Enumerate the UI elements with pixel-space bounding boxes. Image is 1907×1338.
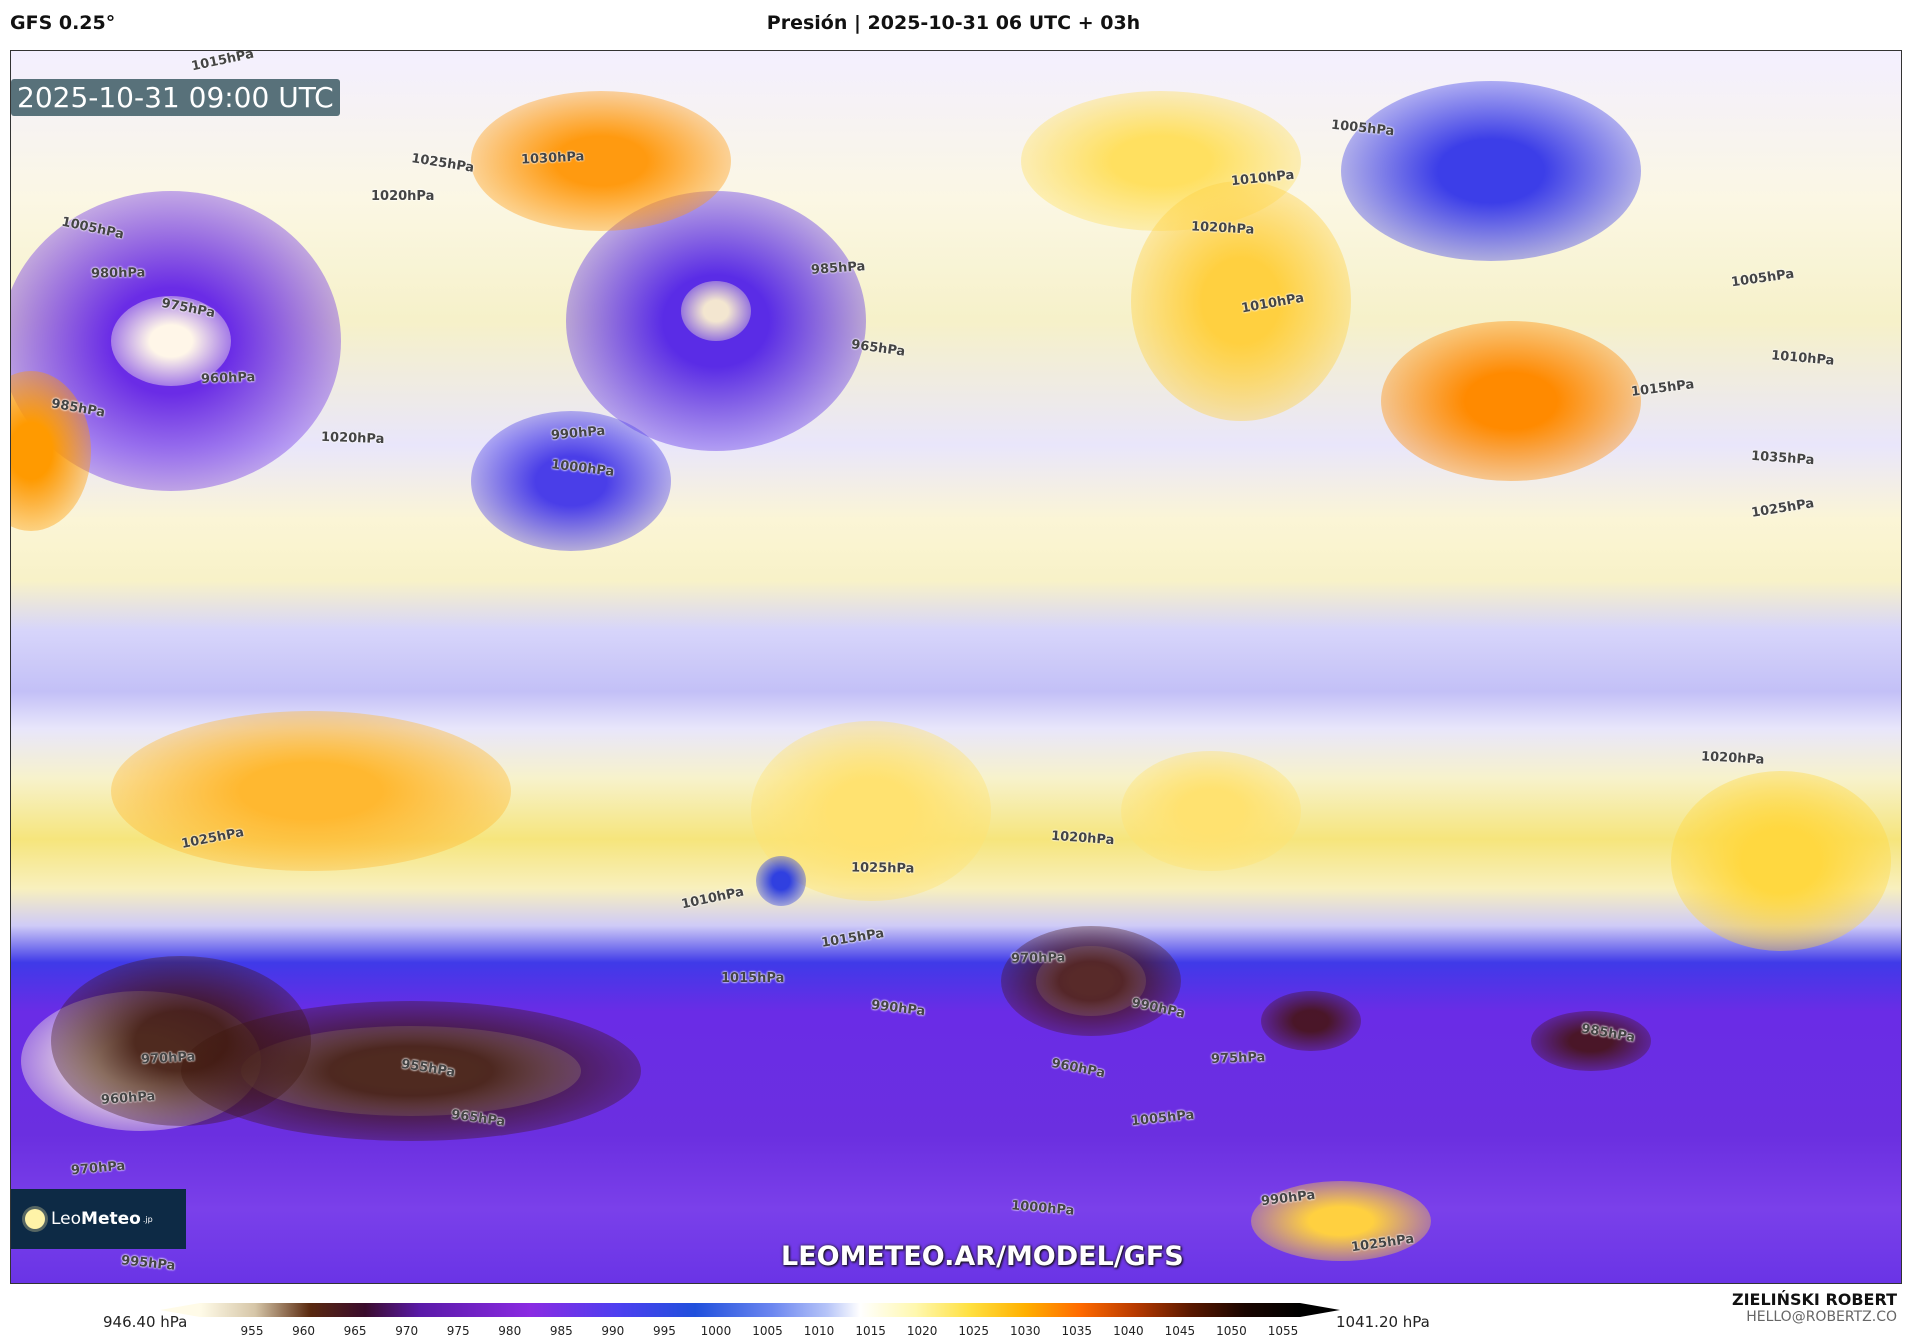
pressure-cell (1131, 181, 1351, 421)
colorbar-tick: 1020 (906, 1324, 938, 1338)
isobar-label: 980hPa (90, 265, 146, 282)
isobar-label: 970hPa (140, 1049, 196, 1068)
pressure-cell (1261, 991, 1361, 1051)
pressure-cell (1671, 771, 1891, 951)
isobar-label: 990hPa (870, 997, 927, 1020)
logo-text-light: Leo (51, 1209, 82, 1229)
sun-icon (25, 1209, 45, 1229)
model-name: GFS 0.25° (10, 12, 116, 34)
colorbar-tick: 975 (446, 1324, 470, 1338)
colorbar-tick: 1035 (1061, 1324, 1093, 1338)
colorbar-tick: 1010 (803, 1324, 835, 1338)
pressure-cell (111, 296, 231, 386)
isobar-label: 985hPa (810, 259, 866, 278)
colorbar (160, 1303, 1340, 1317)
colorbar-min: 946.40 hPa (103, 1313, 188, 1331)
pressure-cell (1381, 321, 1641, 481)
pressure-cell (111, 711, 511, 871)
colorbar-tick: 1050 (1216, 1324, 1247, 1338)
logo-text-bold: Meteo (81, 1209, 141, 1229)
isobar-label: 975hPa (1210, 1050, 1266, 1067)
isobar-label: 1035hPa (1750, 448, 1815, 469)
isobar-label: 1020hPa (320, 429, 385, 448)
colorbar-tick: 980 (498, 1324, 522, 1338)
pressure-cell (1251, 1181, 1431, 1261)
isobar-label: 1025hPa (850, 860, 915, 877)
pressure-map[interactable]: 1015hPa 1020hPa 1005hPa 980hPa 975hPa 960hPa 9… (10, 50, 1902, 1284)
colorbar-tick: 960 (292, 1324, 315, 1338)
isobar-label: 1010hPa (1770, 348, 1835, 369)
isobar-label: 970hPa (1010, 950, 1066, 967)
pressure-cell (471, 91, 731, 231)
isobar-label: 1015hPa (1630, 377, 1696, 400)
author-email[interactable]: HELLO@ROBERTZ.CO (1746, 1309, 1897, 1325)
isobar-label: 1025hPa (410, 151, 476, 176)
leometeo-logo[interactable]: Leo Meteo .jp (11, 1189, 186, 1249)
isobar-label: 995hPa (120, 1253, 176, 1274)
pressure-cell (1531, 1011, 1651, 1071)
colorbar-tick: 965 (343, 1324, 367, 1338)
isobar-label: 970hPa (70, 1158, 126, 1179)
pressure-cell (1121, 751, 1301, 871)
colorbar-tick: 1025 (958, 1324, 989, 1338)
isobar-label: 1025hPa (1750, 496, 1816, 521)
colorbar-tick: 990 (601, 1324, 625, 1338)
isobar-label: 1020hPa (371, 189, 435, 204)
isobar-label: 1015hPa (721, 971, 785, 986)
colorbar-tick: 1055 (1267, 1324, 1299, 1338)
pressure-cell (471, 411, 671, 551)
isobar-label: 1005hPa (1730, 266, 1796, 291)
pressure-cell (681, 281, 751, 341)
colorbar-tick: 1040 (1113, 1324, 1144, 1338)
isobar-label: 1005hPa (1130, 1107, 1196, 1130)
pressure-cell (181, 1001, 641, 1141)
isobar-label: 1020hPa (1700, 749, 1765, 768)
colorbar-tick: 1015 (855, 1324, 886, 1338)
watermark-url: LEOMETEO.AR/MODEL/GFS (781, 1241, 1184, 1272)
colorbar-tick: 1000 (700, 1324, 732, 1338)
isobar-label: 1010hPa (680, 884, 746, 913)
author-block: ZIELIŃSKI ROBERT HELLO@ROBERTZ.CO (1732, 1290, 1897, 1325)
colorbar-tick: 995 (652, 1324, 676, 1338)
isobar-label: 1000hPa (1010, 1198, 1075, 1219)
author-name: ZIELIŃSKI ROBERT (1731, 1290, 1897, 1309)
colorbar-tick: 1045 (1164, 1324, 1196, 1338)
colorbar-tick: 955 (240, 1324, 264, 1338)
colorbar-max: 1041.20 hPa (1336, 1313, 1430, 1331)
colorbar-tick: 985 (549, 1324, 573, 1338)
colorbar-tick: 1005 (752, 1324, 783, 1338)
colorbar-tick: 970 (395, 1324, 419, 1338)
isobar-label: 1020hPa (1050, 828, 1115, 849)
pressure-cell (1341, 81, 1641, 261)
pressure-cell (1001, 926, 1181, 1036)
chart-title: Presión | 2025-10-31 06 UTC + 03h (766, 12, 1141, 34)
isobar-label: 1015hPa (820, 926, 886, 951)
logo-suffix: .jp (142, 1214, 153, 1224)
valid-time-label: 2025-10-31 09:00 UTC (11, 79, 340, 116)
isobar-label: 1015hPa (190, 50, 256, 75)
pressure-cell (756, 856, 806, 906)
colorbar-tick: 1030 (1009, 1324, 1041, 1338)
isobar-label: 960hPa (200, 370, 256, 387)
isobar-label: 960hPa (1050, 1055, 1107, 1082)
